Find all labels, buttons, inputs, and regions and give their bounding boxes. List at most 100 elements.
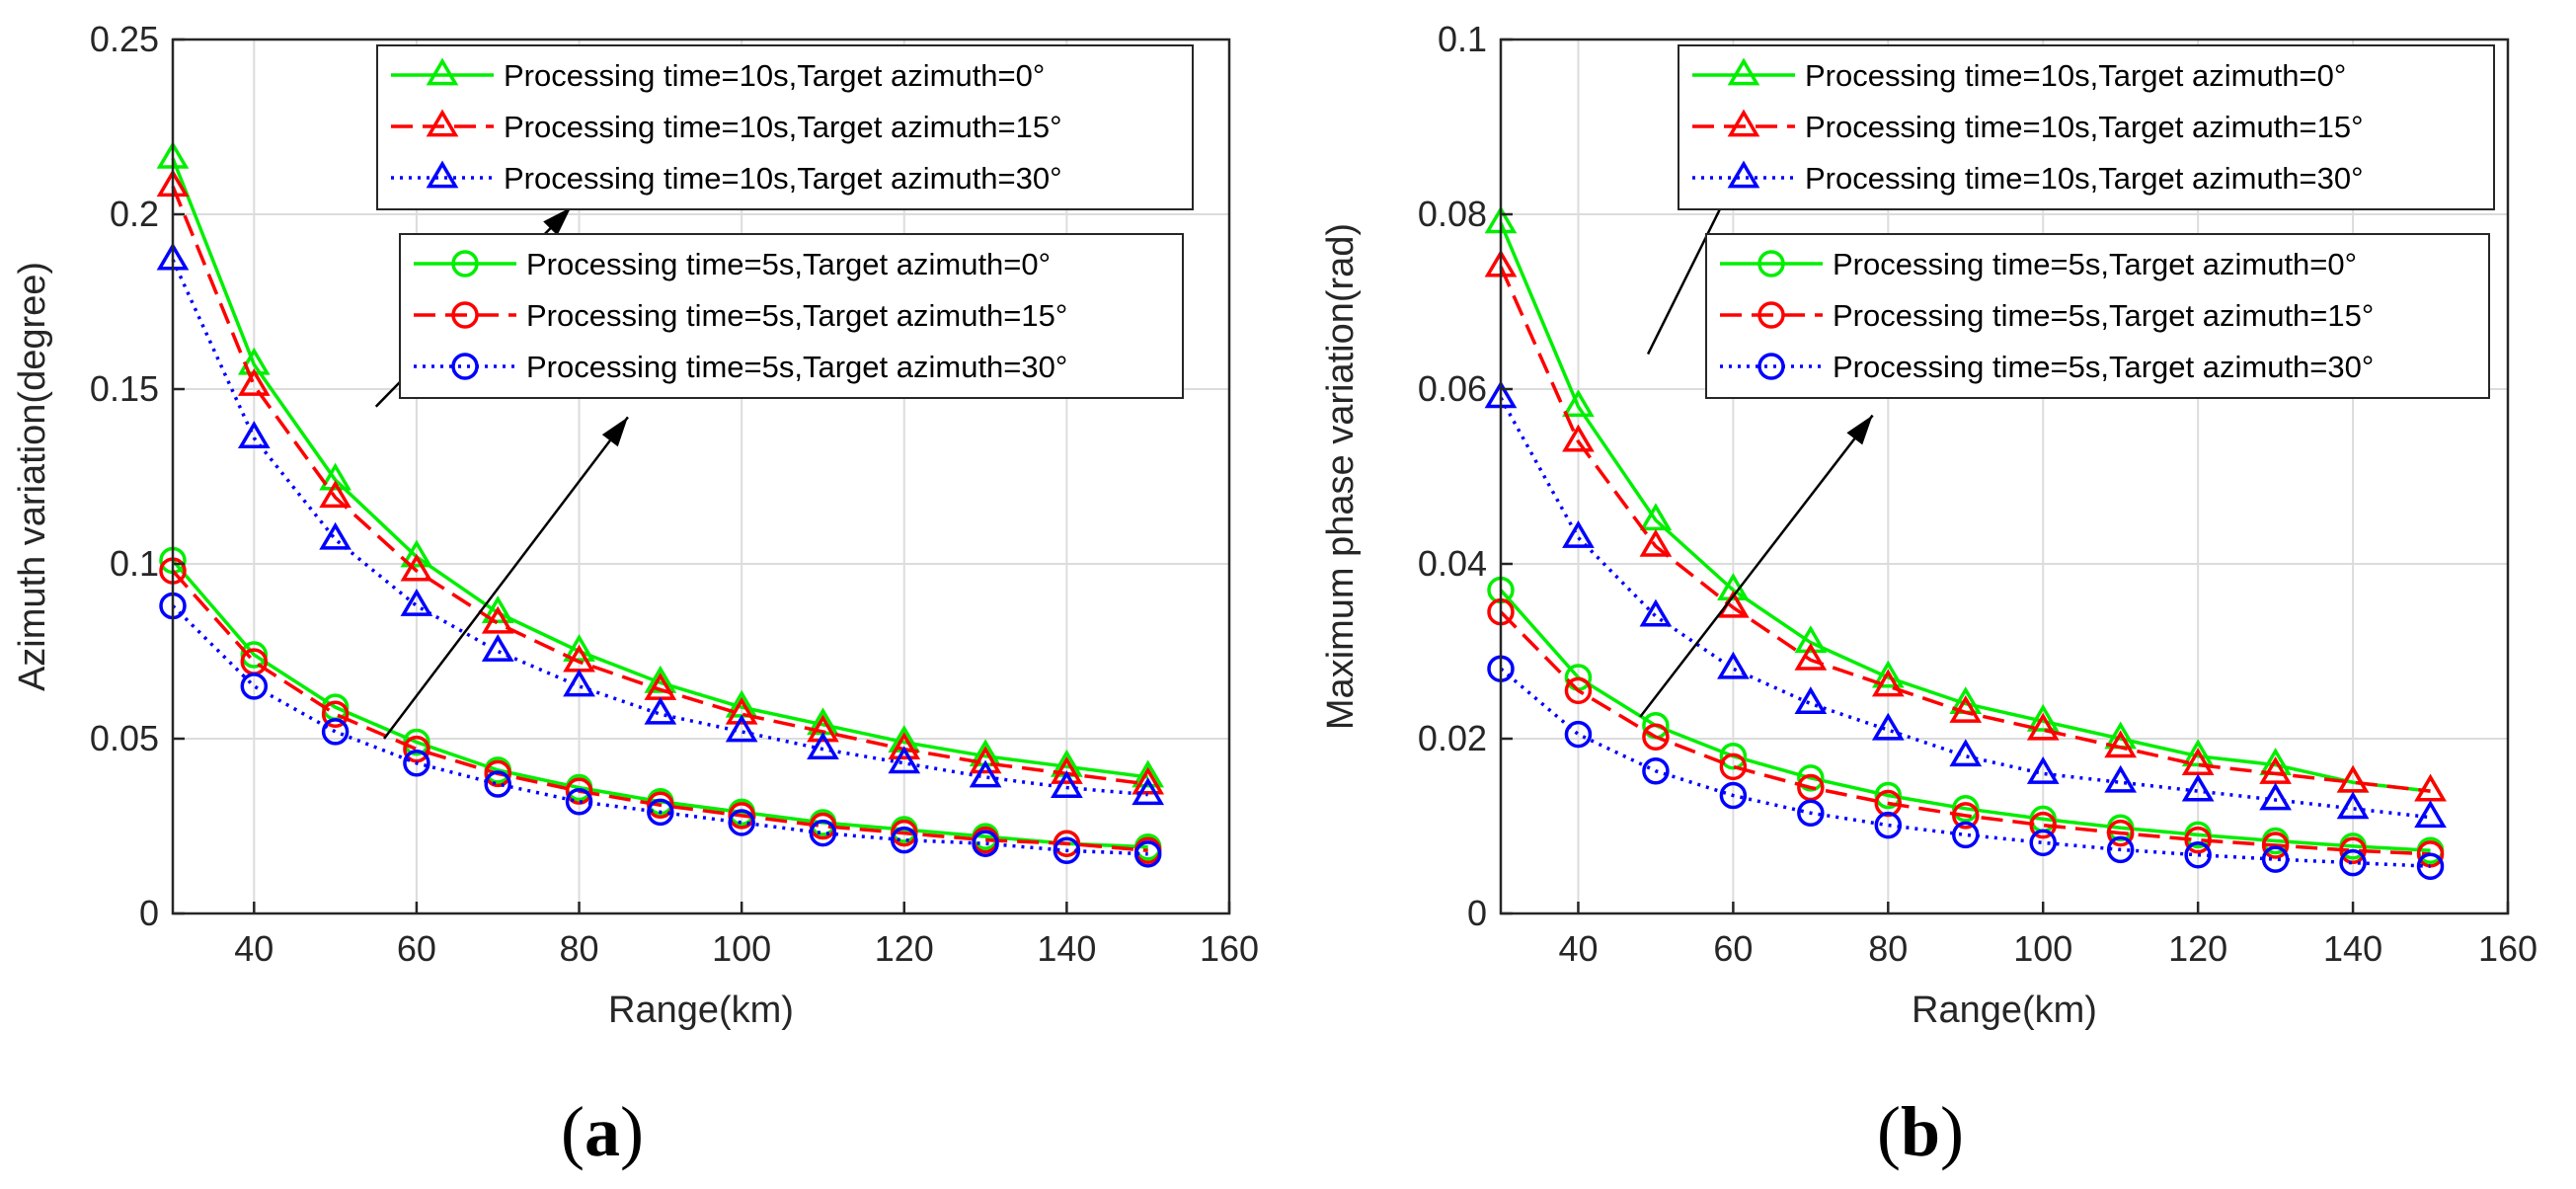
panel-a-x-tick-label: 160	[1200, 928, 1259, 969]
panel-b-data-point	[1874, 811, 1903, 839]
panel-b-data-point	[2106, 819, 2135, 847]
panel-b-y-axis-title: Maximum phase variation(rad)	[1320, 223, 1362, 730]
panel-a-data-point	[647, 798, 674, 827]
panel-b-x-tick-label: 100	[2013, 928, 2072, 969]
panel-a-legend-entry: Processing time=10s,Target azimuth=30°	[504, 161, 1062, 196]
panel-b-data-point	[1871, 660, 1905, 688]
panel-a-legend-entry: Processing time=10s,Target azimuth=0°	[504, 58, 1045, 93]
panel-b-data-point	[1639, 503, 1673, 531]
panel-a-chart: 40 60 80 100 120 140 160 0 0.05 0.1 0.15 0.2 0.25 Ran…	[12, 19, 1259, 1031]
panel-a-data-point	[563, 634, 595, 662]
panel-a-legend-swatch-marker	[451, 301, 479, 329]
panel-a-y-tick-label: 0.15	[90, 368, 159, 409]
panel-b-x-tick-label: 120	[2168, 928, 2227, 969]
panel-a-data-point	[647, 791, 674, 820]
panel-a-data-point	[237, 421, 271, 448]
panel-a-data-point	[319, 521, 351, 550]
panel-a-data-point	[728, 809, 755, 836]
panel-b-data-point	[2181, 748, 2215, 775]
panel-a-y-tick-label: 0	[139, 893, 159, 933]
panel-b-data-point	[1639, 598, 1673, 627]
panel-b-data-point	[1797, 764, 1825, 792]
panel-b-legend-swatch-marker	[1727, 57, 1760, 86]
panel-a-data-point	[400, 539, 433, 568]
panel-b-data-point	[1719, 742, 1748, 770]
panel-b-data-point	[1794, 625, 1828, 654]
panel-a-legend-entry: Processing time=10s,Target azimuth=15°	[504, 110, 1062, 144]
panel-a-data-point	[321, 718, 350, 746]
panel-a-legend-box	[376, 44, 1194, 210]
panel-a-annotation-arrow-shaft	[383, 416, 629, 740]
panel-a-data-point	[891, 826, 918, 854]
panel-a-legend-swatch-marker	[426, 109, 459, 137]
panel-b-data-point	[1562, 519, 1595, 548]
panel-a-data-point	[563, 669, 595, 697]
panel-a-data-point	[1051, 755, 1083, 784]
panel-b-data-point	[2026, 703, 2060, 732]
panel-a-data-point	[1053, 836, 1081, 865]
panel-b-data-point	[1562, 389, 1595, 418]
panel-a-data-point	[319, 462, 351, 491]
panel-b-legend-swatch-marker	[1757, 301, 1785, 329]
panel-b-data-point	[1564, 720, 1593, 749]
panel-b-legend-entry: Processing time=10s,Target azimuth=0°	[1805, 58, 2346, 93]
panel-b-data-point	[2414, 800, 2447, 829]
panel-b-legend-entry: Processing time=5s,Target azimuth=0°	[1833, 247, 2357, 281]
panel-b-x-tick-label: 40	[1558, 928, 1598, 969]
panel-a-data-point	[807, 714, 839, 743]
panel-b-data-point	[2261, 832, 2290, 859]
panel-b-x-axis-title: Range(km)	[1912, 990, 2097, 1031]
panel-b-data-point	[2184, 840, 2212, 869]
panel-b-legend-swatch-marker	[1727, 160, 1760, 189]
panel-b-data-point	[2414, 773, 2447, 802]
panel-b-y-tick-label: 0.06	[1418, 368, 1487, 409]
panel-b-data-point	[2029, 829, 2057, 857]
panel-a-data-point	[403, 750, 430, 777]
panel-b-legend-swatch-marker	[1757, 250, 1785, 277]
panel-b-data-point	[1562, 424, 1595, 452]
panel-b-legend-entry: Processing time=10s,Target azimuth=15°	[1805, 110, 2364, 144]
panel-a-data-point	[1132, 766, 1165, 795]
panel-b-data-point	[2261, 845, 2290, 873]
panel-b-data-point	[2104, 730, 2138, 758]
panel-a-legend-swatch-marker	[451, 353, 479, 380]
panel-b-x-tick-label: 80	[1868, 928, 1908, 969]
panel-a-data-point	[888, 746, 921, 774]
panel-a-data-point	[1053, 830, 1081, 857]
panel-b-legend-box	[1678, 44, 2495, 210]
panel-b-data-point	[1949, 739, 1983, 767]
panel-a-x-tick-label: 80	[560, 928, 599, 969]
panel-a-legend-entry: Processing time=5s,Target azimuth=15°	[526, 298, 1067, 333]
panel-a-axes-box	[171, 38, 1231, 915]
panel-b-data-point	[2106, 835, 2135, 864]
panel-b-data-point	[2026, 755, 2060, 784]
panel-a-data-point	[321, 700, 350, 728]
panel-a-data-point	[400, 589, 433, 616]
panel-b-data-point	[1717, 651, 1750, 679]
panel-a-x-tick-label: 120	[875, 928, 934, 969]
panel-a-series-line-4	[171, 569, 1148, 853]
panel-b-y-tick-label: 0.02	[1418, 718, 1487, 758]
panel-b-data-point	[2029, 811, 2057, 839]
panel-a-data-point	[403, 728, 430, 756]
panel-a-legend-swatch-marker	[451, 250, 479, 277]
panel-b-data-point	[1874, 781, 1903, 810]
panel-a-legend-swatch-marker	[426, 57, 459, 86]
panel-a-x-axis-title: Range(km)	[608, 990, 794, 1031]
panel-a-y-tick-label: 0.05	[90, 718, 159, 758]
panel-b-legend-entry: Processing time=10s,Target azimuth=30°	[1805, 161, 2364, 196]
panel-b-data-point	[1719, 781, 1748, 810]
panel-a-series-line-0	[171, 157, 1148, 779]
panel-b-y-tick-label: 0.04	[1418, 543, 1487, 584]
panel-b-legend-swatch-marker	[1757, 353, 1785, 380]
panel-a-data-point	[481, 605, 514, 634]
panel-b-y-tick-label: 0.1	[1438, 19, 1487, 59]
panel-b-legend-swatch-marker	[1727, 109, 1760, 137]
panel-b-legend-entry: Processing time=5s,Target azimuth=30°	[1833, 350, 2374, 384]
panel-a-x-tick-label: 40	[234, 928, 273, 969]
panel-a-data-point	[809, 812, 837, 840]
panel-a-data-point	[565, 777, 593, 805]
panel-b-x-tick-label: 160	[2478, 928, 2537, 969]
panel-a-data-point	[728, 802, 755, 830]
